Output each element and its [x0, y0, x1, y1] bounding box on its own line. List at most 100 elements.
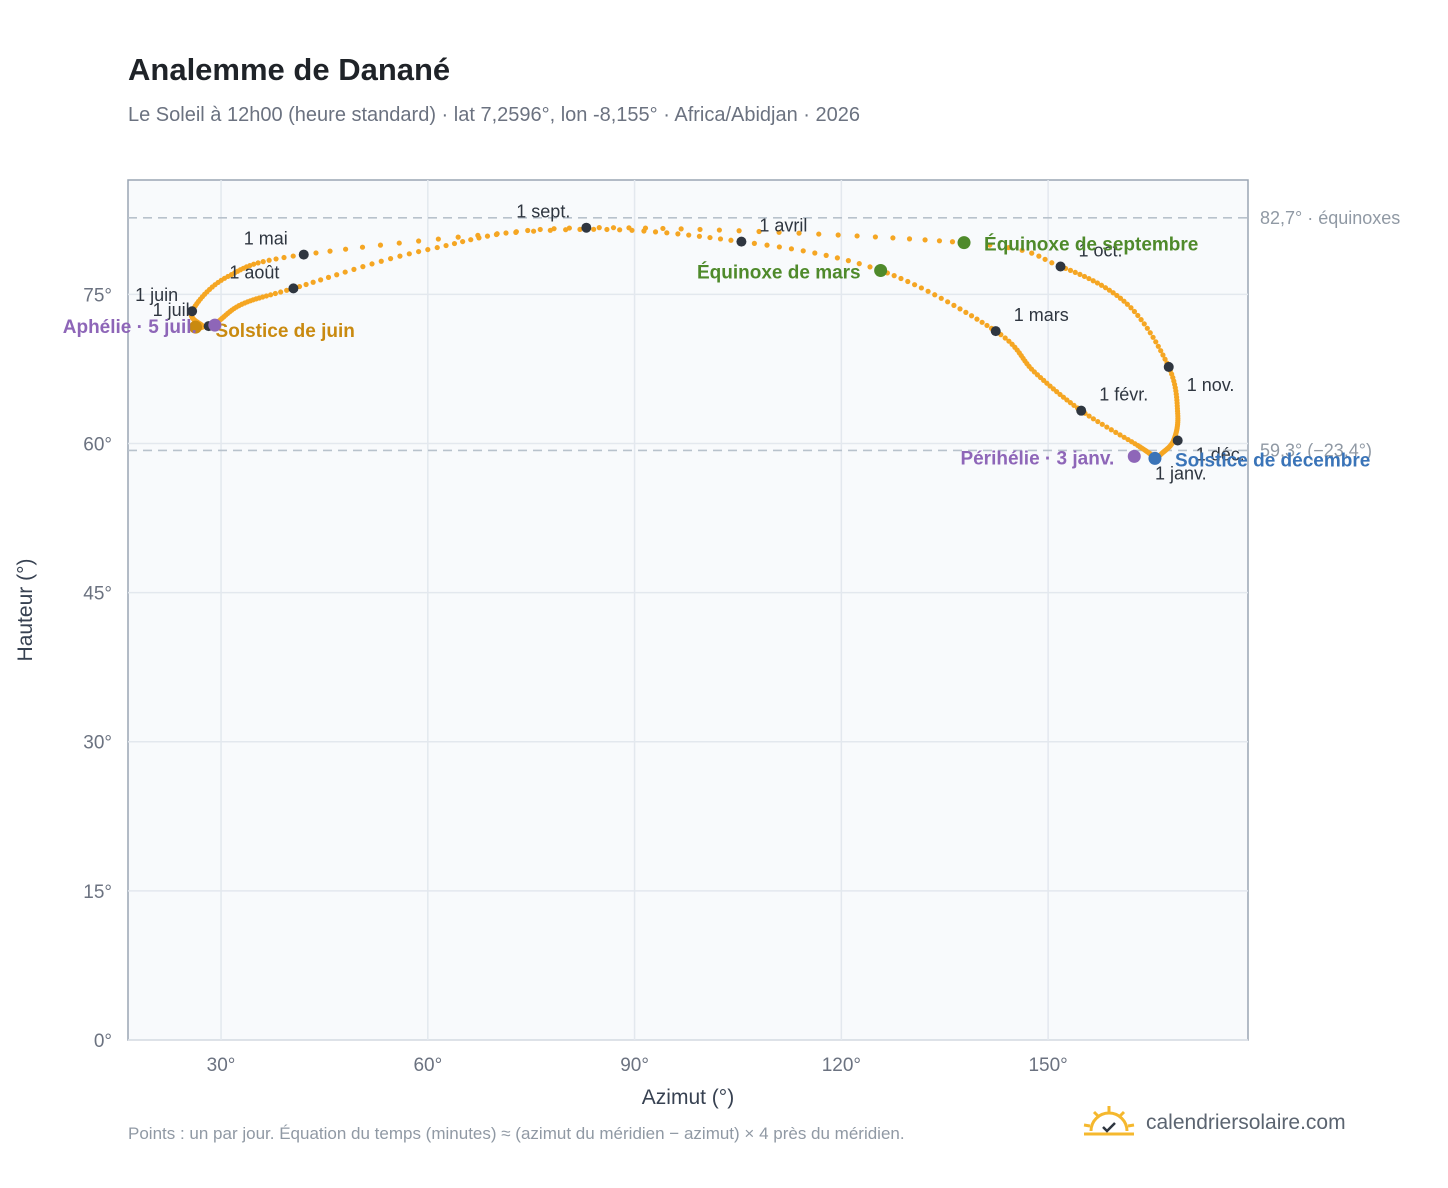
day-point	[1110, 290, 1116, 296]
day-point	[642, 225, 649, 231]
day-point	[1042, 256, 1048, 262]
day-point	[1090, 416, 1096, 422]
day-point	[425, 246, 431, 253]
day-point	[936, 238, 943, 244]
event-label: Périhélie · 3 janv.	[960, 448, 1114, 469]
day-point	[460, 238, 466, 245]
event-point	[189, 320, 203, 334]
day-point	[912, 282, 918, 288]
day-point	[1150, 334, 1156, 340]
plot-area	[127, 179, 1249, 1041]
month-point	[581, 222, 592, 233]
y-tick-label: 30°	[83, 733, 112, 754]
day-point	[351, 266, 357, 272]
day-point	[406, 251, 412, 257]
day-point	[696, 233, 703, 239]
month-label: 1 mai	[244, 229, 288, 249]
event-label: Aphélie · 5 juil.	[63, 317, 197, 338]
day-point	[796, 230, 802, 236]
day-point	[263, 293, 270, 299]
day-point	[325, 274, 332, 280]
month-label: 1 août	[229, 262, 279, 282]
day-point	[812, 250, 818, 256]
day-point	[1153, 339, 1159, 345]
y-tick-label: 15°	[83, 882, 112, 903]
day-point	[369, 261, 375, 267]
day-point	[854, 233, 860, 239]
day-point	[845, 258, 851, 264]
day-point	[537, 226, 543, 233]
day-point	[898, 275, 904, 282]
footnote: Points : un par jour. Équation du temps …	[128, 1124, 905, 1143]
month-point	[187, 306, 198, 317]
day-point	[1086, 275, 1092, 282]
day-point	[1095, 418, 1101, 425]
day-point	[1108, 427, 1114, 433]
x-axis-label: Azimut (°)	[642, 1086, 734, 1109]
day-point	[1131, 308, 1138, 315]
day-point	[938, 295, 944, 301]
event-point	[1127, 449, 1141, 463]
day-point	[867, 264, 873, 270]
day-point	[1106, 287, 1112, 293]
day-point	[278, 289, 284, 295]
month-label: 1 mars	[1014, 305, 1069, 325]
event-point	[874, 263, 888, 277]
day-point	[736, 228, 742, 234]
x-tick-label: 150°	[1028, 1055, 1067, 1076]
brand[interactable]: calendriersolaire.com	[1082, 1100, 1346, 1146]
day-point	[1160, 352, 1166, 358]
day-point	[596, 225, 602, 231]
day-point	[268, 292, 274, 298]
day-point	[756, 228, 762, 235]
day-point	[617, 227, 623, 233]
day-point	[1128, 305, 1134, 311]
axes: 30° 60° 90° 120° 150° 0° 15° 30° 45° 60° 75° Azimut…	[14, 285, 1068, 1109]
day-point	[1081, 273, 1088, 280]
event-label: Équinoxe de mars	[697, 261, 861, 283]
y-axis-label: Hauteur (°)	[14, 559, 37, 662]
day-point	[604, 226, 610, 233]
day-point	[678, 226, 684, 232]
day-point	[686, 232, 692, 238]
day-point	[717, 236, 724, 242]
day-point	[591, 226, 597, 232]
day-point	[566, 225, 572, 231]
grid-lines	[128, 180, 1248, 1041]
day-point	[872, 234, 878, 240]
month-point	[736, 236, 747, 247]
day-point	[327, 248, 333, 254]
day-point	[493, 231, 500, 238]
day-point	[1141, 321, 1147, 327]
day-point	[1099, 421, 1105, 427]
day-point	[503, 230, 509, 236]
day-point	[728, 237, 734, 243]
day-point	[707, 234, 713, 241]
month-label: 1 avril	[759, 216, 807, 236]
month-point	[1163, 361, 1174, 372]
day-point	[284, 287, 290, 293]
day-point	[1121, 434, 1127, 440]
day-point	[984, 322, 990, 329]
y-tick-label: 0°	[94, 1031, 112, 1052]
day-point	[1077, 271, 1083, 277]
chart-title: Analemme de Danané	[128, 52, 451, 87]
day-point	[835, 232, 841, 238]
day-point	[303, 281, 309, 288]
x-tick-label: 120°	[822, 1055, 861, 1076]
day-point	[513, 229, 519, 235]
day-point	[610, 225, 617, 231]
day-point	[273, 256, 279, 262]
day-point	[957, 306, 963, 312]
day-point	[979, 319, 985, 325]
day-point	[1102, 285, 1109, 291]
month-point	[288, 283, 299, 294]
day-point	[577, 226, 583, 233]
brand-name: calendriersolaire.com	[1146, 1111, 1346, 1134]
month-point	[1172, 435, 1183, 446]
month-label: 1 juil.	[153, 300, 195, 320]
day-point	[1104, 424, 1110, 430]
day-point	[751, 240, 757, 246]
